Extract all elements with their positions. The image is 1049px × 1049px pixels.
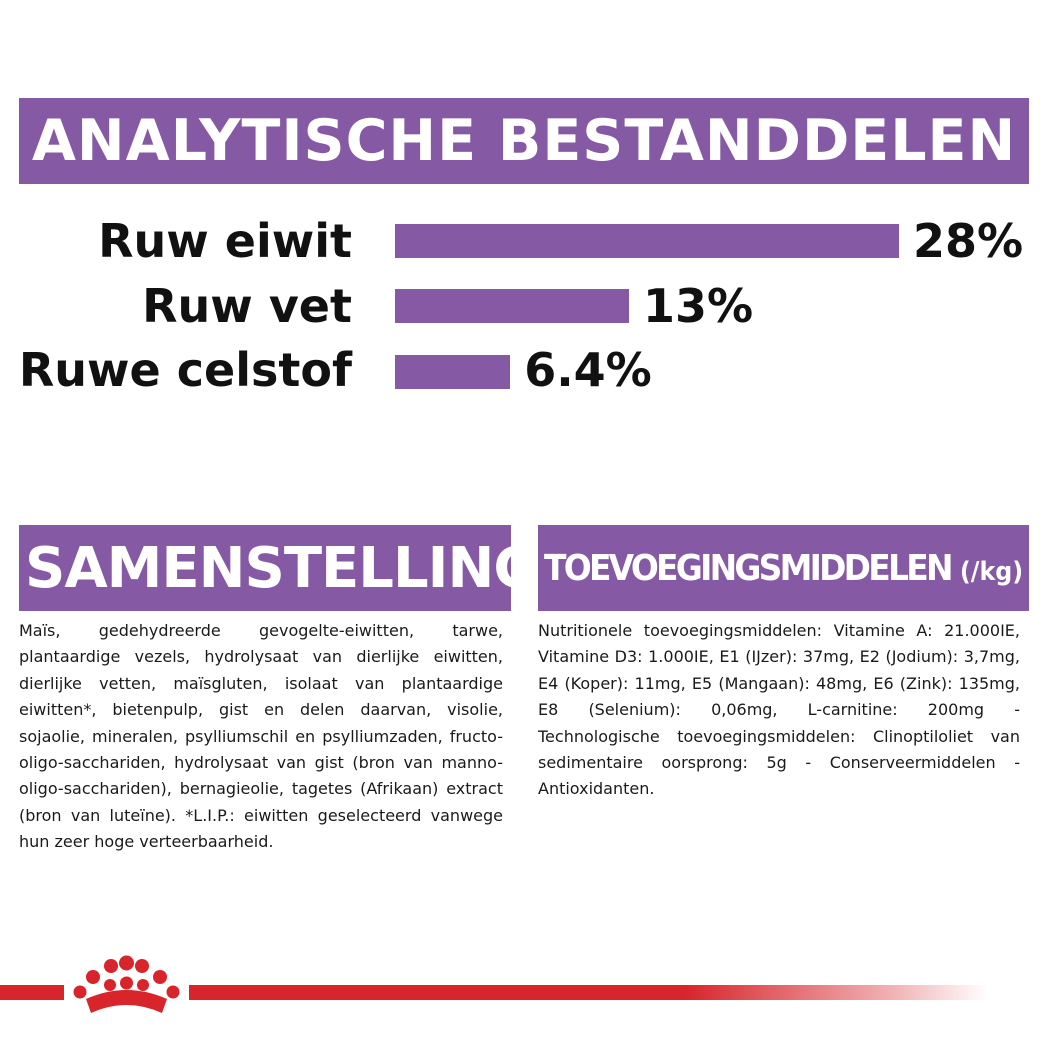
nutrient-label-fat: Ruw vet [142, 279, 352, 333]
analytics-title: ANALYTISCHE BESTANDDELEN [31, 108, 1017, 174]
additives-unit: (/kg) [959, 556, 1024, 587]
footer-line-right [189, 985, 989, 1000]
composition-title: SAMENSTELLING [25, 535, 539, 601]
additives-text: Nutritionele toevoegingsmiddelen: Vitami… [538, 621, 1020, 799]
composition-title-banner: SAMENSTELLING [19, 525, 539, 611]
additives-title: TOEVOEGINGSMIDDELEN [544, 547, 953, 589]
composition-text: Maïs, gedehydreerde gevogelte-eiwitten, … [19, 621, 503, 852]
analytics-title-banner: ANALYTISCHE BESTANDDELEN [19, 98, 1029, 184]
nutrient-bar-fat [395, 289, 629, 323]
nutrient-value-fat: 13% [643, 279, 754, 333]
royal-canin-crown-icon [73, 955, 180, 1013]
nutrient-label-fiber: Ruwe celstof [18, 343, 352, 397]
nutrient-label-protein: Ruw eiwit [98, 214, 352, 268]
nutrient-value-fiber: 6.4% [524, 343, 652, 397]
additives-title-banner: TOEVOEGINGSMIDDELEN (/kg) [538, 525, 1029, 611]
nutrient-bar-fiber [395, 355, 511, 389]
additives-title-group: TOEVOEGINGSMIDDELEN (/kg) [544, 548, 1023, 589]
footer-line-left [0, 985, 64, 1000]
nutrient-value-protein: 28% [913, 214, 1024, 268]
nutrient-bar-protein [395, 224, 899, 258]
